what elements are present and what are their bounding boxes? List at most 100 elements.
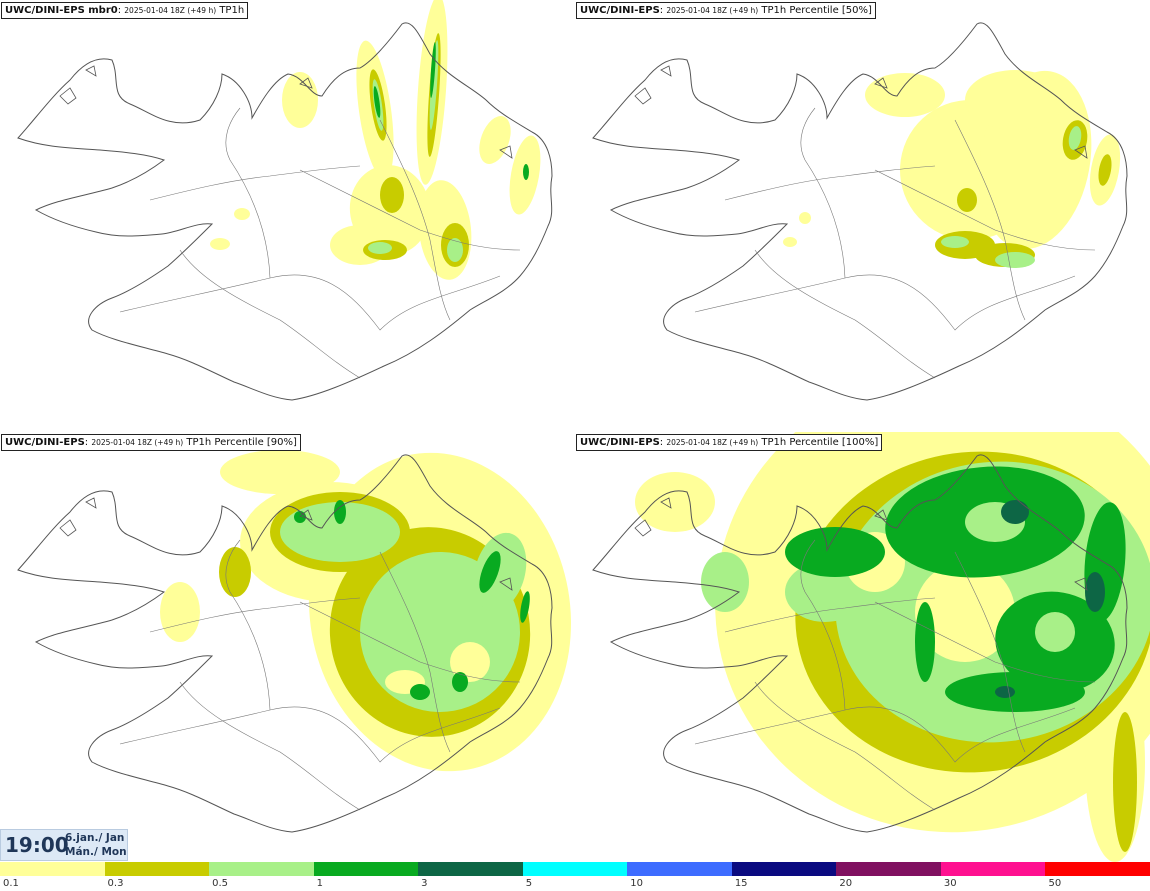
- coastline: [17, 22, 553, 401]
- legend-label: 50: [1048, 878, 1062, 889]
- precip-area: [160, 582, 200, 642]
- road-line: [179, 681, 361, 811]
- valid-time: 19:00: [5, 833, 69, 857]
- fjords: [59, 497, 513, 591]
- road-line: [954, 551, 1026, 753]
- legend-swatch: [627, 862, 733, 876]
- road-line: [225, 107, 271, 279]
- precip-area: [785, 562, 865, 622]
- precip-area: [1098, 154, 1112, 186]
- legend-label: 1: [316, 878, 323, 889]
- legend-label: 0.5: [212, 878, 228, 889]
- map-panel-percentile-90: UWC/DINI-EPS: 2025-01-04 18Z (+49 h) TP1…: [0, 432, 575, 862]
- precip-area: [429, 40, 439, 130]
- road-line: [299, 601, 521, 683]
- precip-area: [941, 236, 969, 248]
- precip-area: [915, 602, 935, 682]
- legend-swatch: [209, 862, 315, 876]
- coastline: [592, 22, 1128, 401]
- road-line: [800, 539, 846, 711]
- precip-area: [915, 562, 1015, 662]
- precip-area: [995, 252, 1035, 268]
- precip-area: [410, 684, 430, 700]
- precip-area: [447, 238, 463, 262]
- valid-date: 6.jan./ Jan: [65, 832, 125, 844]
- precip-area: [957, 188, 977, 212]
- road-line: [379, 119, 451, 321]
- precip-area: [334, 500, 346, 524]
- map-panel-member0: UWC/DINI-EPS mbr0: 2025-01-04 18Z (+49 h…: [0, 0, 575, 430]
- panel-title: UWC/DINI-EPS mbr0: 2025-01-04 18Z (+49 h…: [1, 2, 249, 19]
- valid-weekday: Mán./ Mon: [65, 846, 127, 858]
- legend-label: 10: [630, 878, 643, 889]
- legend-swatch: [0, 862, 105, 876]
- precip-area: [430, 42, 436, 98]
- map-canvas: [17, 0, 553, 401]
- precip-area: [520, 591, 530, 623]
- road-line: [119, 706, 501, 763]
- precip-area: [965, 70, 1065, 130]
- road-line: [299, 169, 521, 251]
- precip-area: [373, 86, 381, 118]
- precip-area: [1035, 612, 1075, 652]
- precip-area: [452, 672, 468, 692]
- fjords: [59, 65, 513, 159]
- road-line: [225, 539, 271, 711]
- precip-area: [234, 208, 250, 220]
- legend-swatch: [313, 862, 419, 876]
- road-line: [149, 165, 361, 201]
- road-line: [379, 551, 451, 753]
- fjords: [634, 497, 1088, 591]
- road-line: [754, 249, 936, 379]
- legend-label: 15: [734, 878, 748, 889]
- legend-swatch: [418, 862, 524, 876]
- map-canvas: [592, 22, 1128, 401]
- precip-area: [799, 212, 811, 224]
- legend-label: 30: [943, 878, 957, 889]
- road-line: [179, 249, 361, 379]
- road-line: [694, 274, 1076, 331]
- precip-area: [1001, 500, 1029, 524]
- precip-area: [1068, 126, 1082, 150]
- road-line: [694, 706, 1076, 763]
- precip-area: [785, 527, 885, 577]
- precip-area: [210, 238, 230, 250]
- legend-swatch: [104, 862, 210, 876]
- precip-area: [368, 242, 392, 254]
- map-panel-percentile-50: UWC/DINI-EPS: 2025-01-04 18Z (+49 h) TP1…: [575, 0, 1150, 430]
- precip-area: [783, 237, 797, 247]
- precip-area: [635, 472, 715, 532]
- precip-area: [219, 547, 251, 597]
- road-line: [874, 601, 1096, 683]
- precip-area: [479, 551, 501, 593]
- precip-area: [220, 450, 340, 494]
- road-line: [800, 107, 846, 279]
- fjords: [634, 65, 1088, 159]
- legend-swatch: [940, 862, 1046, 876]
- road-line: [724, 165, 936, 201]
- road-line: [954, 119, 1026, 321]
- road-line: [149, 597, 361, 633]
- road-line: [874, 169, 1096, 251]
- road-line: [119, 274, 501, 331]
- precip-area: [865, 73, 945, 117]
- precip-area: [380, 177, 404, 213]
- map-canvas: [592, 432, 1150, 862]
- precip-area: [280, 502, 400, 562]
- precip-area: [1085, 572, 1105, 612]
- panel-title: UWC/DINI-EPS: 2025-01-04 18Z (+49 h) TP1…: [576, 434, 883, 451]
- precip-area: [1113, 712, 1137, 852]
- road-line: [724, 597, 936, 633]
- legend-label: 3: [421, 878, 428, 889]
- legend-label: 5: [525, 878, 533, 889]
- panel-title: UWC/DINI-EPS: 2025-01-04 18Z (+49 h) TP1…: [1, 434, 301, 451]
- legend-swatch: [836, 862, 942, 876]
- legend-swatch: [1045, 862, 1150, 876]
- panel-title: UWC/DINI-EPS: 2025-01-04 18Z (+49 h) TP1…: [576, 2, 876, 19]
- precip-area: [701, 552, 749, 612]
- precip-legend: 0.1 0.3 0.5 1 3 5 10 15 20 30 50: [0, 862, 1150, 891]
- precip-area: [479, 116, 511, 164]
- coastline: [592, 454, 1128, 833]
- precip-area: [523, 164, 529, 180]
- legend-swatch: [522, 862, 628, 876]
